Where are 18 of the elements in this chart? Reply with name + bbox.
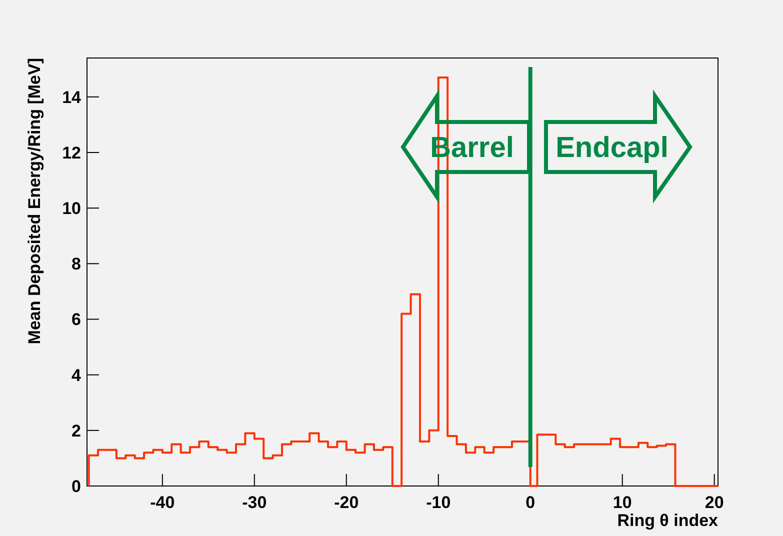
y-tick-label: 10 [62,199,81,218]
y-tick-label: 6 [72,310,81,330]
y-tick-label: 2 [72,421,81,440]
x-tick-label: -30 [242,493,267,512]
x-axis-title: Ring θ index [617,511,719,530]
y-tick-label: 4 [72,366,82,385]
x-tick-label: -20 [334,493,359,512]
x-tick-label: -40 [150,493,175,512]
y-tick-label: 14 [62,88,82,107]
y-tick-label: 12 [62,143,81,162]
annotation: Endcapl [556,132,668,164]
x-tick-label: 20 [704,493,724,512]
y-tick-label: 0 [72,477,81,496]
x-tick-label: 10 [612,493,632,512]
x-tick-label: 0 [526,493,536,512]
x-tick-label: -10 [426,493,451,512]
y-tick-label: 8 [72,254,81,274]
y-axis-title: Mean Deposited Energy/Ring [MeV] [25,58,44,344]
